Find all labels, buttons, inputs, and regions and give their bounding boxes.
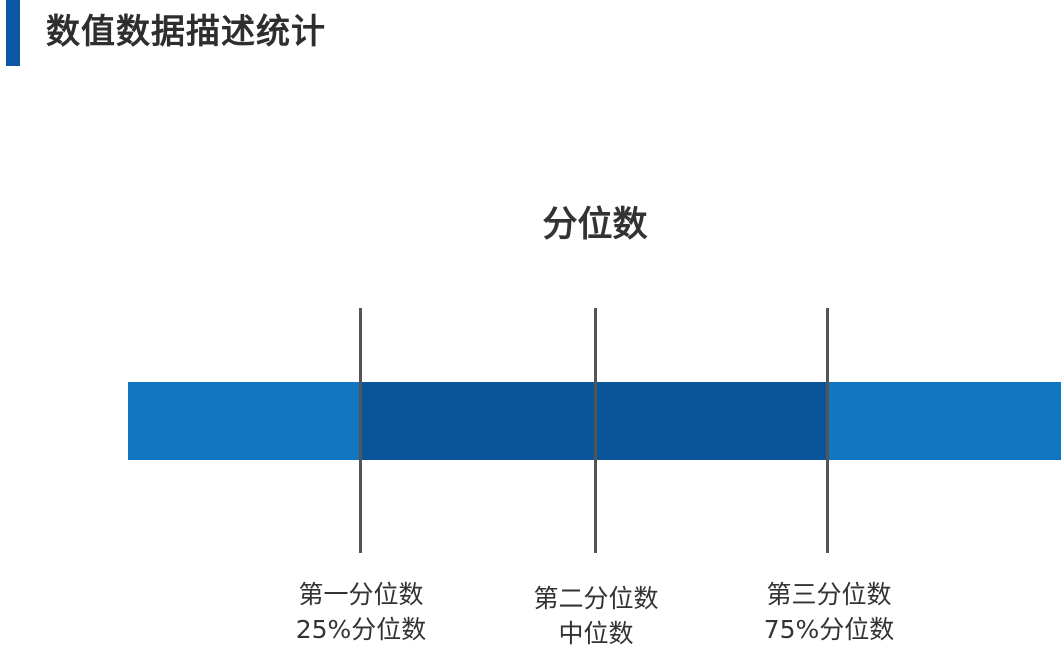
diagram-title: 分位数 (542, 205, 648, 245)
quartile-label-name: 第二分位数 (533, 584, 659, 613)
quartile-label-alias: 中位数 (558, 619, 634, 648)
quartile-label-q2: 第二分位数 中位数 (533, 581, 658, 651)
quartile-line-q1 (359, 308, 362, 553)
quartile-label-q1: 第一分位数 25%分位数 (296, 577, 427, 647)
quartile-label-alias: 75%分位数 (763, 615, 895, 644)
band-lower-segment (128, 382, 360, 460)
title-accent-bar (6, 0, 20, 66)
band-upper-segment (827, 382, 1061, 460)
quartile-line-q2 (594, 308, 597, 553)
quartile-label-alias: 25%分位数 (295, 615, 427, 644)
band-interquartile-segment (360, 382, 827, 460)
quartile-label-name: 第三分位数 (766, 580, 892, 609)
quartile-label-name: 第一分位数 (298, 580, 424, 609)
quartile-label-q3: 第三分位数 75%分位数 (764, 577, 895, 647)
slide-title: 数值数据描述统计 (46, 12, 326, 52)
quartile-line-q3 (826, 308, 829, 553)
